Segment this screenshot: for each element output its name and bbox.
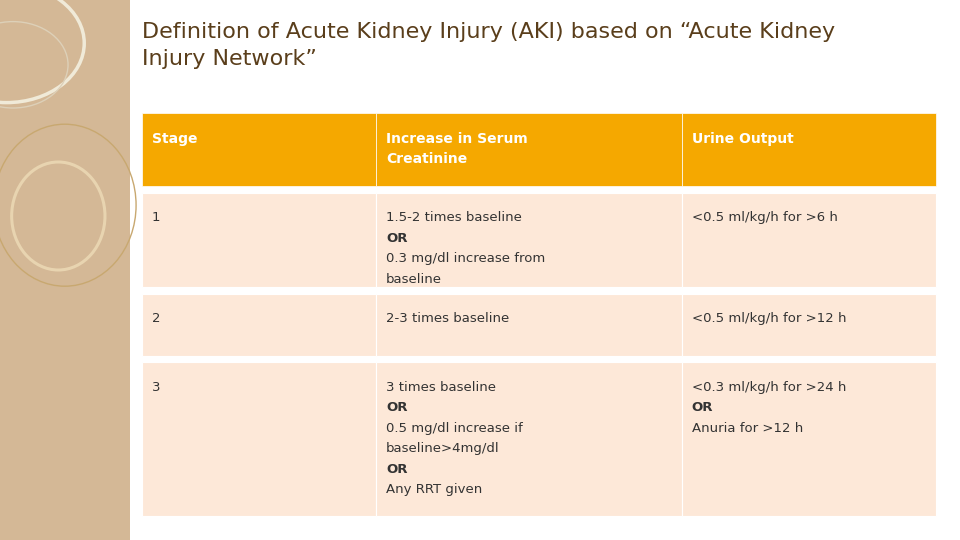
Bar: [0, 0, 130, 540]
Text: baseline>4mg/dl: baseline>4mg/dl: [386, 442, 499, 455]
Text: OR: OR: [691, 401, 713, 414]
Text: Anuria for >12 h: Anuria for >12 h: [691, 422, 803, 435]
Bar: [376, 294, 682, 356]
Text: 3: 3: [152, 381, 160, 394]
Bar: [682, 362, 936, 516]
Bar: [142, 193, 376, 287]
Text: baseline: baseline: [386, 273, 442, 286]
Text: Definition of Acute Kidney Injury (AKI) based on “Acute Kidney
Injury Network”: Definition of Acute Kidney Injury (AKI) …: [142, 22, 835, 69]
Bar: [682, 113, 936, 186]
Text: <0.5 ml/kg/h for >12 h: <0.5 ml/kg/h for >12 h: [691, 312, 846, 325]
Text: 2-3 times baseline: 2-3 times baseline: [386, 312, 509, 325]
Text: <0.5 ml/kg/h for >6 h: <0.5 ml/kg/h for >6 h: [691, 211, 837, 224]
Text: Urine Output: Urine Output: [691, 132, 793, 146]
Text: 0.3 mg/dl increase from: 0.3 mg/dl increase from: [386, 252, 545, 265]
Text: Any RRT given: Any RRT given: [386, 483, 482, 496]
Bar: [682, 193, 936, 287]
Bar: [376, 113, 682, 186]
Text: <0.3 ml/kg/h for >24 h: <0.3 ml/kg/h for >24 h: [691, 381, 846, 394]
Text: Creatinine: Creatinine: [386, 152, 468, 166]
Bar: [376, 362, 682, 516]
Text: 2: 2: [152, 312, 160, 325]
Text: OR: OR: [386, 401, 407, 414]
Text: 3 times baseline: 3 times baseline: [386, 381, 496, 394]
Bar: [682, 294, 936, 356]
Text: Stage: Stage: [152, 132, 197, 146]
Bar: [142, 113, 376, 186]
Text: Increase in Serum: Increase in Serum: [386, 132, 528, 146]
Bar: [142, 362, 376, 516]
Bar: [142, 294, 376, 356]
Text: 0.5 mg/dl increase if: 0.5 mg/dl increase if: [386, 422, 522, 435]
Bar: [376, 193, 682, 287]
Text: OR: OR: [386, 463, 407, 476]
Text: OR: OR: [386, 232, 407, 245]
Text: 1: 1: [152, 211, 160, 224]
Text: 1.5-2 times baseline: 1.5-2 times baseline: [386, 211, 522, 224]
